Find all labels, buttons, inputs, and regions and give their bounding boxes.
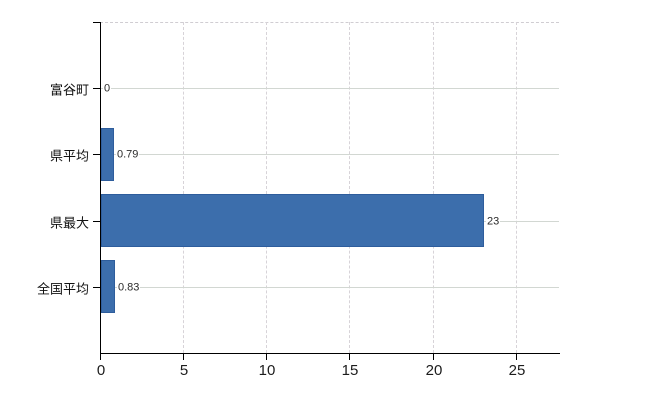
x-gridline-15 [349, 22, 350, 353]
category-gridline-0 [101, 88, 559, 89]
category-label-2: 県最大 [49, 215, 89, 231]
x-tick-label-0: 0 [96, 362, 106, 379]
value-label-1: 0.79 [116, 148, 140, 162]
x-tick-15 [349, 354, 350, 360]
y-tick-3 [93, 287, 100, 288]
value-label-0: 0 [103, 82, 112, 96]
category-gridline-1 [101, 154, 559, 155]
x-gridline-10 [266, 22, 267, 353]
x-tick-20 [433, 354, 434, 360]
x-tick-label-15: 15 [341, 362, 359, 379]
value-label-2: 23 [486, 215, 501, 229]
value-label-3: 0.83 [117, 281, 141, 295]
x-tick-label-10: 10 [258, 362, 276, 379]
x-tick-label-20: 20 [425, 362, 443, 379]
x-tick-10 [266, 354, 267, 360]
x-gridline-20 [433, 22, 434, 353]
x-tick-25 [516, 354, 517, 360]
x-axis-line [100, 353, 560, 354]
bar-2 [101, 194, 484, 247]
bar-3 [101, 260, 115, 313]
category-label-3: 全国平均 [36, 281, 89, 297]
x-tick-label-5: 5 [179, 362, 189, 379]
y-axis-top-tick [93, 22, 100, 23]
category-label-1: 県平均 [49, 148, 89, 164]
x-gridline-5 [183, 22, 184, 353]
y-tick-2 [93, 221, 100, 222]
category-gridline-3 [101, 287, 559, 288]
x-tick-5 [183, 354, 184, 360]
bar-1 [101, 128, 114, 181]
x-gridline-25 [516, 22, 517, 353]
plot-top-border [100, 22, 559, 23]
x-tick-label-25: 25 [508, 362, 526, 379]
y-tick-0 [93, 88, 100, 89]
category-label-0: 富谷町 [49, 82, 89, 98]
y-axis-line [100, 22, 101, 353]
x-tick-0 [100, 354, 101, 360]
y-tick-1 [93, 154, 100, 155]
